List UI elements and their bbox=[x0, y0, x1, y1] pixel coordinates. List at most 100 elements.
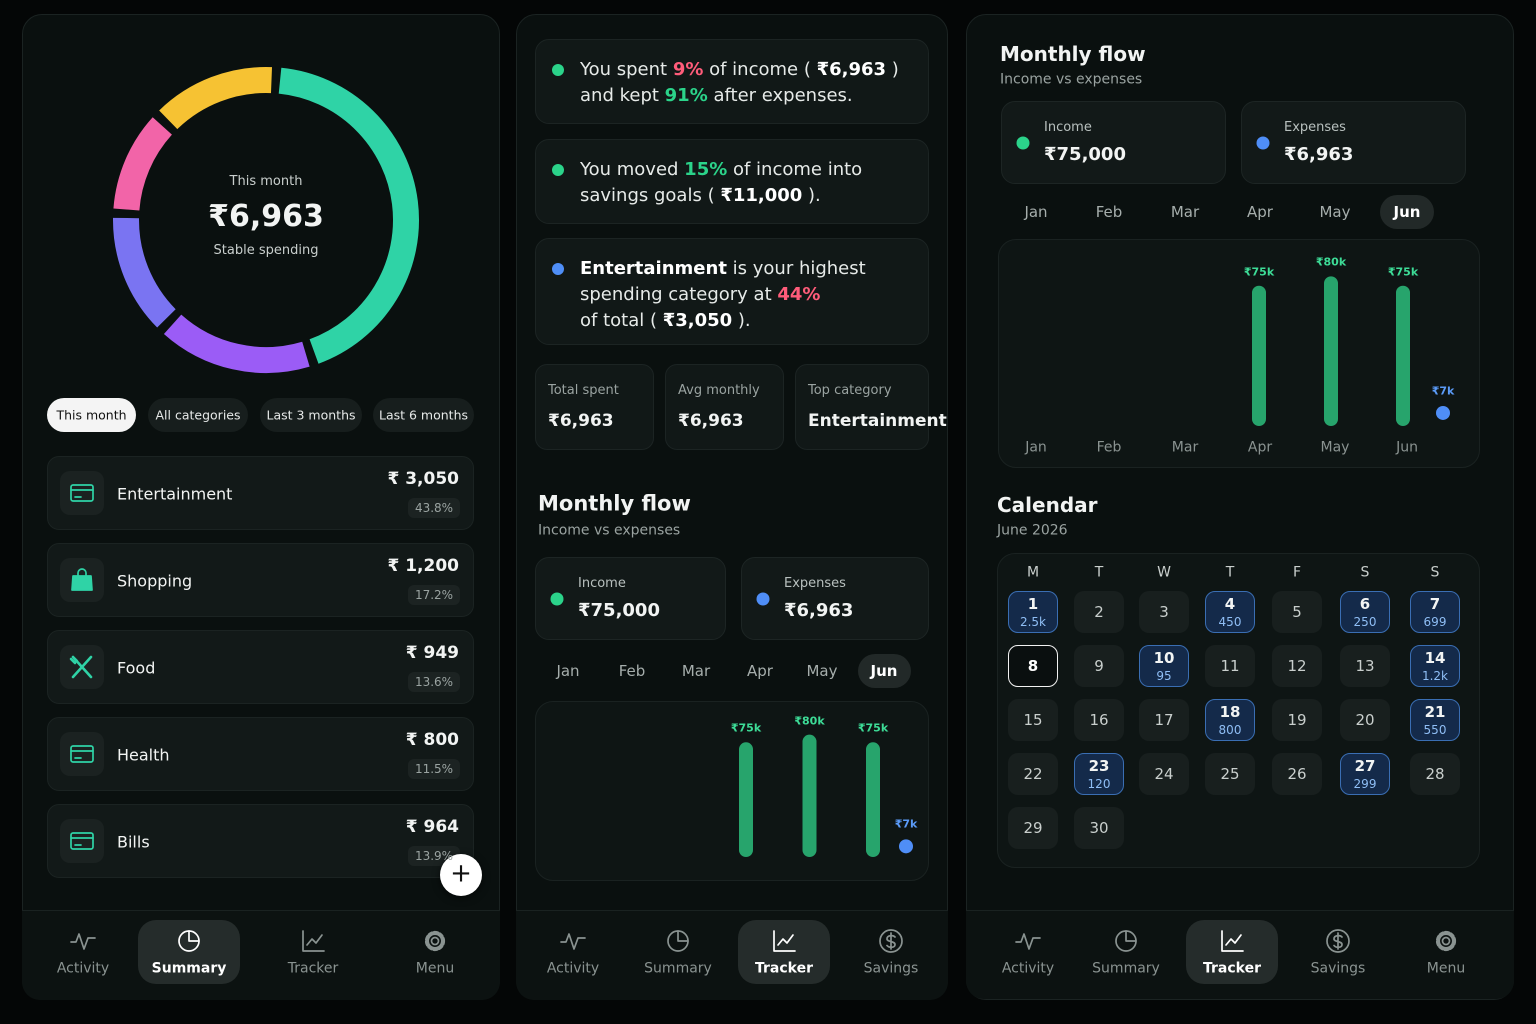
day-number[interactable]: 15 bbox=[1023, 711, 1043, 729]
calendar-day[interactable] bbox=[1410, 753, 1460, 795]
nav-item-active[interactable] bbox=[738, 920, 830, 984]
calendar-day[interactable] bbox=[1139, 753, 1189, 795]
filter-label[interactable]: This month bbox=[56, 407, 127, 423]
day-amount[interactable]: 800 bbox=[1218, 722, 1242, 737]
calendar-day[interactable] bbox=[1272, 753, 1322, 795]
month-tab[interactable]: Apr bbox=[747, 662, 773, 680]
calendar-day[interactable] bbox=[1272, 699, 1322, 741]
nav-label[interactable]: Summary bbox=[151, 960, 227, 977]
calendar-day[interactable] bbox=[1340, 699, 1390, 741]
day-amount[interactable]: 1.2k bbox=[1421, 668, 1449, 683]
filter-chip[interactable] bbox=[260, 398, 362, 432]
day-number[interactable]: 9 bbox=[1094, 657, 1104, 675]
day-number[interactable]: 22 bbox=[1023, 765, 1043, 783]
day-number[interactable]: 6 bbox=[1359, 595, 1371, 613]
month-tab[interactable]: Mar bbox=[1170, 203, 1200, 221]
category-row[interactable] bbox=[47, 543, 474, 617]
day-number[interactable]: 10 bbox=[1153, 649, 1175, 667]
day-number[interactable]: 28 bbox=[1425, 765, 1445, 783]
nav-label[interactable]: Menu bbox=[1426, 960, 1466, 977]
day-amount[interactable]: 550 bbox=[1423, 722, 1447, 737]
day-amount[interactable]: 95 bbox=[1156, 668, 1172, 683]
calendar-day[interactable] bbox=[1074, 591, 1124, 633]
day-number[interactable]: 25 bbox=[1220, 765, 1240, 783]
category-row[interactable] bbox=[47, 630, 474, 704]
day-number[interactable]: 26 bbox=[1287, 765, 1307, 783]
day-number[interactable]: 4 bbox=[1224, 595, 1236, 613]
calendar-day[interactable] bbox=[1008, 807, 1058, 849]
filter-label[interactable]: Last 6 months bbox=[378, 407, 469, 423]
month-tab[interactable]: Jun bbox=[870, 662, 898, 680]
nav-label[interactable]: Summary bbox=[1092, 960, 1160, 977]
day-number[interactable]: 3 bbox=[1159, 603, 1169, 621]
calendar-day[interactable] bbox=[1074, 699, 1124, 741]
month-tab[interactable]: Feb bbox=[618, 662, 646, 680]
day-number[interactable]: 27 bbox=[1354, 757, 1376, 775]
day-number[interactable]: 13 bbox=[1355, 657, 1375, 675]
calendar-day[interactable] bbox=[1340, 591, 1390, 633]
month-tab[interactable]: Jan bbox=[1024, 203, 1048, 221]
day-number[interactable]: 12 bbox=[1287, 657, 1307, 675]
category-row[interactable] bbox=[47, 804, 474, 878]
day-number[interactable]: 24 bbox=[1154, 765, 1174, 783]
month-tab[interactable]: Jan bbox=[556, 662, 580, 680]
calendar-day[interactable] bbox=[1272, 591, 1322, 633]
calendar-day[interactable] bbox=[1008, 699, 1058, 741]
day-amount[interactable]: 250 bbox=[1353, 614, 1377, 629]
nav-label[interactable]: Tracker bbox=[755, 960, 813, 977]
nav-label[interactable]: Savings bbox=[863, 960, 919, 977]
day-number[interactable]: 18 bbox=[1219, 703, 1241, 721]
calendar-day[interactable] bbox=[1074, 645, 1124, 687]
calendar-day[interactable] bbox=[1205, 753, 1255, 795]
day-number[interactable]: 29 bbox=[1023, 819, 1043, 837]
calendar-day[interactable] bbox=[1008, 753, 1058, 795]
calendar-day[interactable] bbox=[1139, 699, 1189, 741]
nav-label[interactable]: Activity bbox=[56, 960, 110, 977]
filter-chip[interactable] bbox=[373, 398, 474, 432]
nav-label[interactable]: Menu bbox=[415, 960, 455, 977]
nav-label[interactable]: Tracker bbox=[287, 960, 339, 977]
add-button-label[interactable]: + bbox=[450, 858, 472, 889]
nav-label[interactable]: Activity bbox=[546, 960, 600, 977]
calendar-day[interactable] bbox=[1205, 699, 1255, 741]
filter-chip[interactable] bbox=[47, 398, 136, 432]
day-number[interactable]: 2 bbox=[1094, 603, 1104, 621]
calendar-day[interactable] bbox=[1008, 591, 1058, 633]
calendar-day[interactable] bbox=[1205, 645, 1255, 687]
calendar-day[interactable] bbox=[1272, 645, 1322, 687]
nav-item-active[interactable] bbox=[1186, 920, 1278, 984]
calendar-day[interactable] bbox=[1074, 807, 1124, 849]
calendar-day[interactable] bbox=[1340, 753, 1390, 795]
calendar-day[interactable] bbox=[1205, 591, 1255, 633]
calendar-day[interactable] bbox=[1340, 645, 1390, 687]
nav-label[interactable]: Savings bbox=[1310, 960, 1366, 977]
day-number[interactable]: 16 bbox=[1089, 711, 1109, 729]
month-tab[interactable]: Jun bbox=[1393, 203, 1421, 221]
month-tab[interactable]: Mar bbox=[681, 662, 711, 680]
calendar-day[interactable] bbox=[1410, 645, 1460, 687]
nav-label[interactable]: Activity bbox=[1001, 960, 1055, 977]
nav-label[interactable]: Tracker bbox=[1203, 960, 1261, 977]
month-tab[interactable]: May bbox=[806, 662, 838, 680]
filter-chip[interactable] bbox=[148, 398, 248, 432]
month-tab[interactable]: Feb bbox=[1095, 203, 1123, 221]
month-tab[interactable]: May bbox=[1319, 203, 1351, 221]
month-tab[interactable]: Apr bbox=[1247, 203, 1273, 221]
day-number[interactable]: 8 bbox=[1027, 657, 1039, 675]
filter-label[interactable]: All categories bbox=[155, 407, 241, 423]
add-button[interactable] bbox=[440, 854, 482, 896]
month-tab-active[interactable] bbox=[1380, 195, 1434, 229]
calendar-day[interactable] bbox=[1074, 753, 1124, 795]
day-number[interactable]: 23 bbox=[1088, 757, 1110, 775]
day-amount[interactable]: 699 bbox=[1423, 614, 1447, 629]
nav-label[interactable]: Summary bbox=[644, 960, 712, 977]
day-number[interactable]: 21 bbox=[1424, 703, 1446, 721]
calendar-day[interactable] bbox=[1139, 591, 1189, 633]
day-amount[interactable]: 2.5k bbox=[1019, 614, 1047, 629]
category-row[interactable] bbox=[47, 717, 474, 791]
day-amount[interactable]: 450 bbox=[1218, 614, 1242, 629]
calendar-day[interactable] bbox=[1139, 645, 1189, 687]
day-number[interactable]: 14 bbox=[1424, 649, 1446, 667]
filter-label[interactable]: Last 3 months bbox=[266, 407, 356, 423]
day-number[interactable]: 7 bbox=[1429, 595, 1441, 613]
